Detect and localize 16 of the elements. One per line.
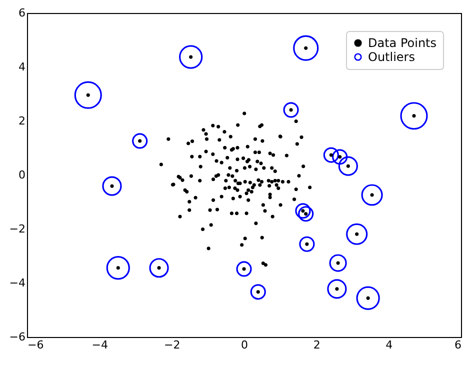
x-tick-label: 0 — [241, 338, 248, 352]
y-tick-label: −4 — [9, 276, 26, 290]
y-tick-label: −2 — [9, 222, 26, 236]
x-tick-label: −6 — [28, 338, 44, 352]
legend-label: Data Points — [368, 36, 437, 50]
x-tick-label: 2 — [313, 338, 320, 352]
y-tick-label: 4 — [18, 60, 26, 74]
legend-label: Outliers — [368, 50, 415, 64]
x-tick-label: 6 — [454, 338, 462, 352]
y-tick-label: 6 — [18, 6, 26, 20]
x-tick-label: 4 — [386, 338, 393, 352]
y-tick-label: −6 — [9, 330, 26, 344]
x-tick-label: −2 — [164, 338, 180, 352]
y-tick-label: 0 — [18, 168, 26, 182]
x-tick-label: −4 — [92, 338, 108, 352]
y-tick-label: 2 — [18, 114, 26, 128]
